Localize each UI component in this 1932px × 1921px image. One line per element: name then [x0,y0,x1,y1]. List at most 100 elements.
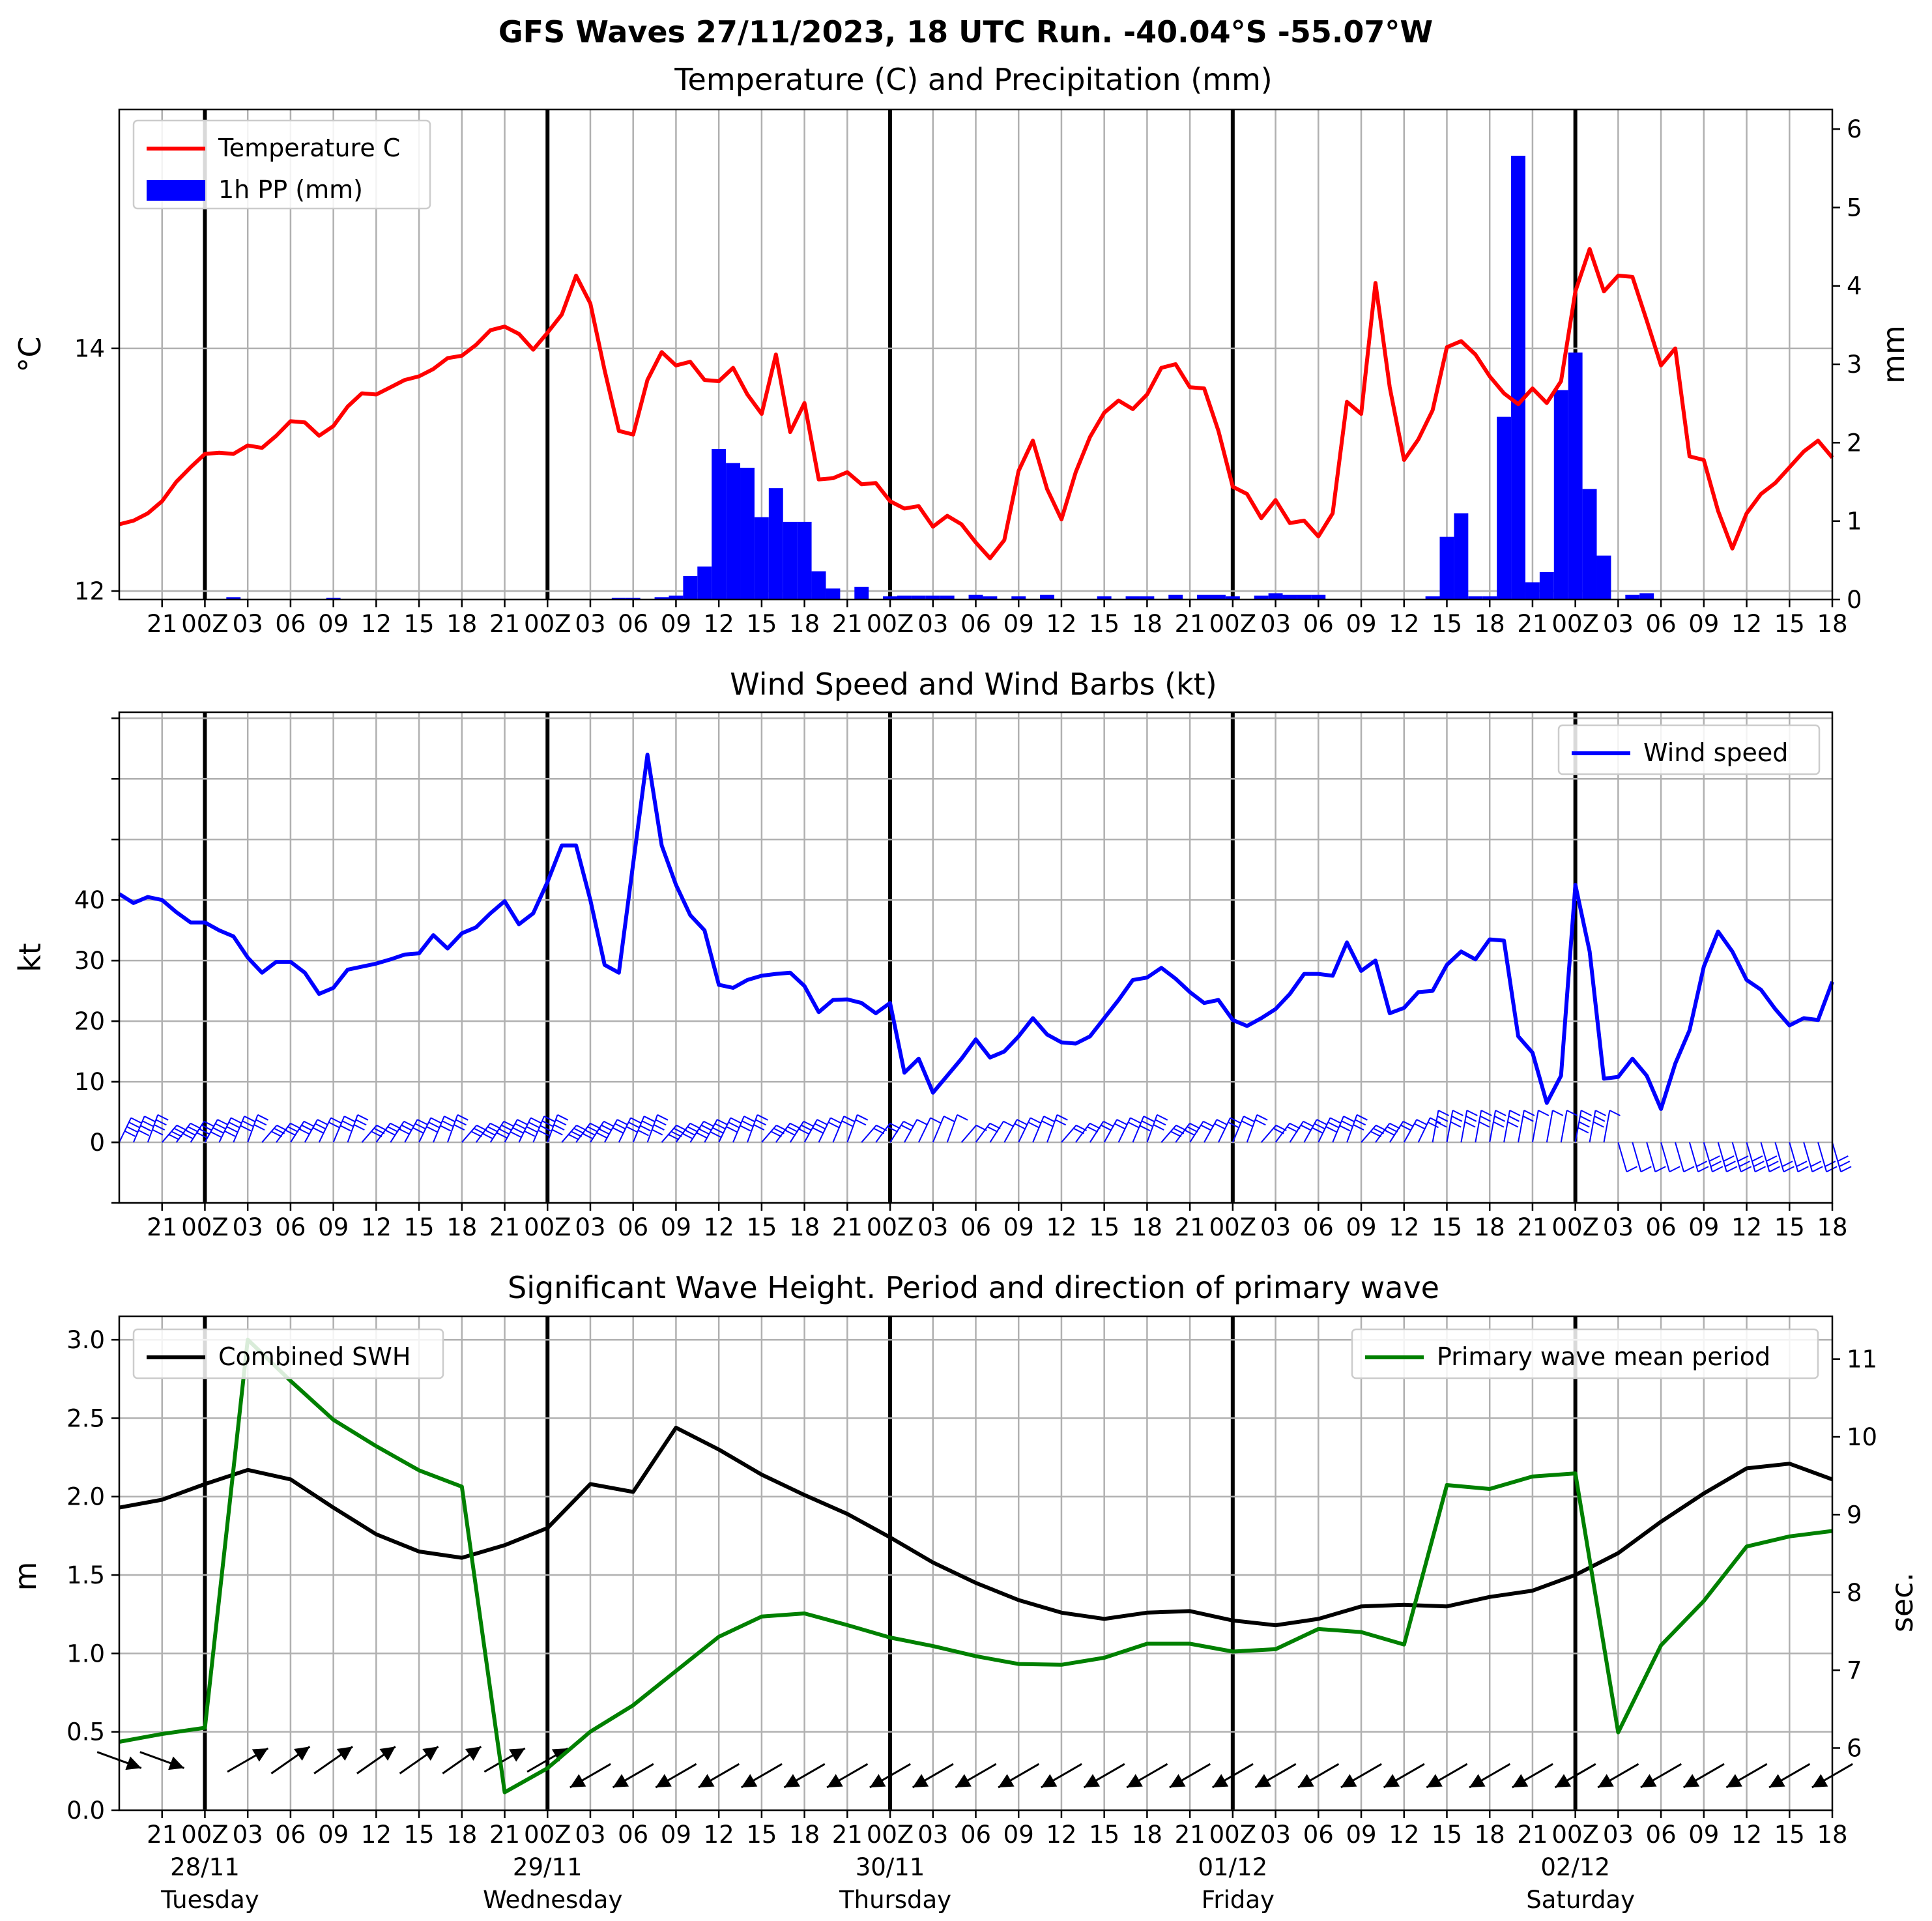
day-date-label: 30/11 [856,1853,925,1881]
x-tick-label: 06 [1303,1213,1334,1241]
wind-barb-flag [343,1116,355,1122]
x-tick-label: 12 [704,1213,734,1241]
x-tick-label: 12 [361,610,392,638]
y-axis-label-left: °C [12,336,48,372]
precip-bar [811,571,826,599]
wind-barb-flag [1766,1155,1778,1162]
wind-barb-flag [1241,1120,1253,1127]
wind-barb-flag [628,1121,640,1129]
wind-barb-flag [339,1125,351,1132]
wind-barb-flag [1579,1115,1591,1122]
precip-bar [1168,594,1183,599]
wind-barb-flag [485,1129,497,1136]
wave-period-line [119,1337,1833,1795]
wind-barb-flag [157,1114,169,1121]
wind-barb-flag [699,1128,710,1135]
wind-barb-flag [1593,1121,1604,1128]
wind-barb-staff [1803,1142,1813,1172]
wind-barb-staff [1560,1110,1568,1143]
wind-barb-flag [1243,1116,1255,1122]
x-tick-label: 18 [1132,1213,1162,1241]
wind-barb-flag [1387,1126,1398,1133]
y-tick-label: 14 [74,335,105,363]
wind-barb-staff [960,1125,977,1143]
wave-direction-arrowhead [1726,1774,1742,1788]
wind-barb-flag [1114,1123,1126,1130]
wind-barb-flag [728,1121,740,1129]
x-tick-label: 06 [1303,1821,1334,1849]
x-tick-label: 00Z [867,1213,914,1241]
wind-barb-flag [454,1124,465,1131]
y-tick-label: 2.5 [66,1404,105,1432]
wind-barb-flag [210,1131,222,1138]
precip-bar [797,521,812,599]
wind-barb-flag [1796,1161,1808,1168]
y-tick-label: 1.5 [66,1561,105,1589]
y-tick-label: 20 [74,1007,105,1035]
x-tick-label: 21 [1517,1821,1548,1849]
wind-barb-staff [1660,1142,1671,1172]
wind-barb-staff [318,1118,332,1143]
x-tick-label: 15 [1774,1213,1805,1241]
wind-barb-staff [1146,1114,1158,1143]
wind-barb-flag [1797,1166,1809,1173]
precip-bar [1225,596,1240,599]
precip-bar [1639,593,1654,599]
precip-bar [1268,593,1283,599]
precip-bar [911,595,926,599]
wind-barb-flag [1389,1122,1401,1129]
wind-barb-staff [1632,1142,1642,1172]
wind-barb-flag [190,1122,201,1129]
wind-barb-flag [128,1121,140,1129]
wind-barb-flag [901,1124,912,1131]
wind-barb-flag [944,1116,955,1122]
precip-bar [1125,596,1140,599]
x-tick-label: 00Z [1209,1821,1256,1849]
wind-barb-flag [1303,1121,1314,1127]
x-tick-label: 12 [1046,610,1076,638]
wave-direction-arrowhead [869,1774,886,1788]
wind-barb-flag [1228,1121,1239,1129]
wind-barb-flag [1609,1110,1621,1116]
wind-barb-flag [1355,1119,1366,1126]
x-tick-label: 21 [1175,1821,1205,1849]
wind-barb-flag [124,1130,136,1137]
wind-barb-flag [1189,1122,1201,1129]
wave-direction-arrowhead [168,1756,184,1770]
x-tick-label: 18 [446,1821,477,1849]
x-tick-label: 03 [1603,610,1634,638]
wind-barb-flag [710,1131,721,1138]
wind-barb-flag [555,1119,567,1126]
x-tick-label: 21 [1175,1213,1205,1241]
x-tick-label: 18 [1475,1213,1505,1241]
wind-barb-flag [1450,1121,1462,1128]
precip-bar [1582,489,1597,599]
wind-barb-staff [1531,1110,1539,1143]
wind-barb-flag [1089,1122,1101,1129]
x-tick-label: 03 [575,1213,605,1241]
wind-barb-flag [1737,1155,1749,1162]
wind-barb-flag [514,1123,526,1130]
wind-barb-staff [946,1114,958,1143]
wind-barb-flag [231,1117,242,1124]
wind-barb-staff [233,1116,245,1143]
x-tick-label: 18 [789,610,820,638]
x-tick-label: 21 [832,1213,863,1241]
wind-barb-staff [1617,1142,1628,1172]
temperature-legend [132,119,431,210]
wave-direction-arrowhead [613,1774,629,1788]
wind-barb-flag [312,1127,324,1134]
wind-barb-flag [253,1124,265,1131]
precip-bar [1454,513,1469,599]
wind-barb-flag [682,1133,693,1140]
wave-direction-arrowhead [1169,1774,1186,1788]
wind-barb-flag [1723,1155,1735,1162]
wave-direction-arrowhead [509,1748,525,1762]
wind-barb-staff [932,1116,945,1143]
wind-barb-flag [228,1121,240,1129]
y-axis-label-right: sec. [1884,1572,1920,1632]
x-tick-label: 00Z [181,1213,228,1241]
x-tick-label: 15 [746,1821,777,1849]
wind-barb-flag [1465,1115,1477,1122]
wind-barb-flag [626,1126,637,1133]
